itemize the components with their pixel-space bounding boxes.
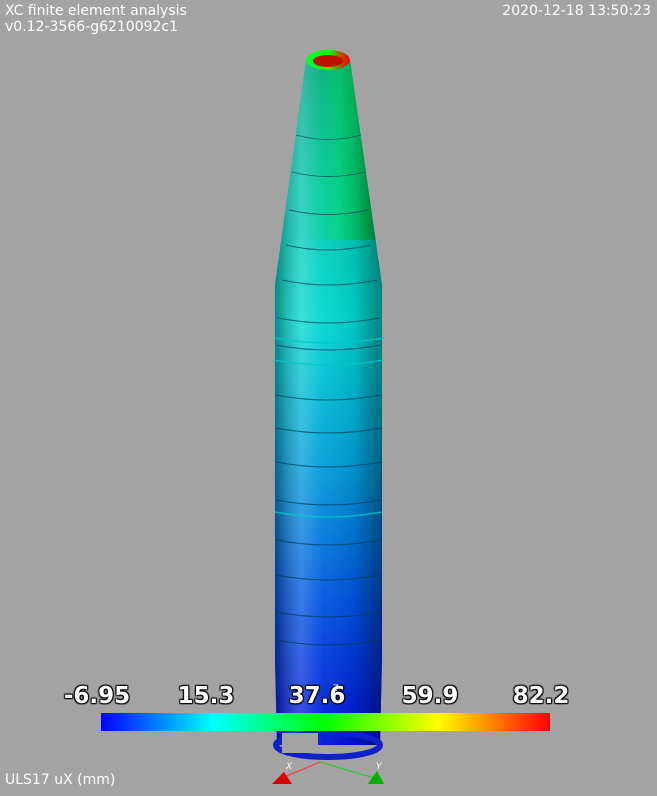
app-title: XC finite element analysis bbox=[5, 3, 187, 19]
section-lines bbox=[275, 134, 382, 646]
colorbar bbox=[101, 713, 550, 731]
colorbar-tick: -6.95 bbox=[63, 683, 131, 709]
z-axis-label: Z bbox=[332, 684, 339, 694]
tower-model bbox=[273, 50, 385, 760]
colorbar-tick: 59.9 bbox=[401, 683, 459, 709]
result-caption: ULS17 uX (mm) bbox=[5, 772, 116, 788]
app-version: v0.12-3566-g6210092c1 bbox=[5, 19, 179, 35]
colorbar-tick: 82.2 bbox=[512, 683, 570, 709]
base-flange bbox=[273, 730, 383, 760]
colorbar-tick: 15.3 bbox=[177, 683, 235, 709]
colorbar-tick: 37.6 bbox=[288, 683, 346, 709]
y-axis-arrow bbox=[368, 771, 384, 784]
x-axis-label: X bbox=[286, 762, 293, 772]
axes-triad bbox=[272, 761, 384, 784]
x-axis-arrow bbox=[272, 772, 292, 784]
y-axis-label: Y bbox=[376, 762, 382, 772]
timestamp: 2020-12-18 13:50:23 bbox=[502, 3, 651, 19]
